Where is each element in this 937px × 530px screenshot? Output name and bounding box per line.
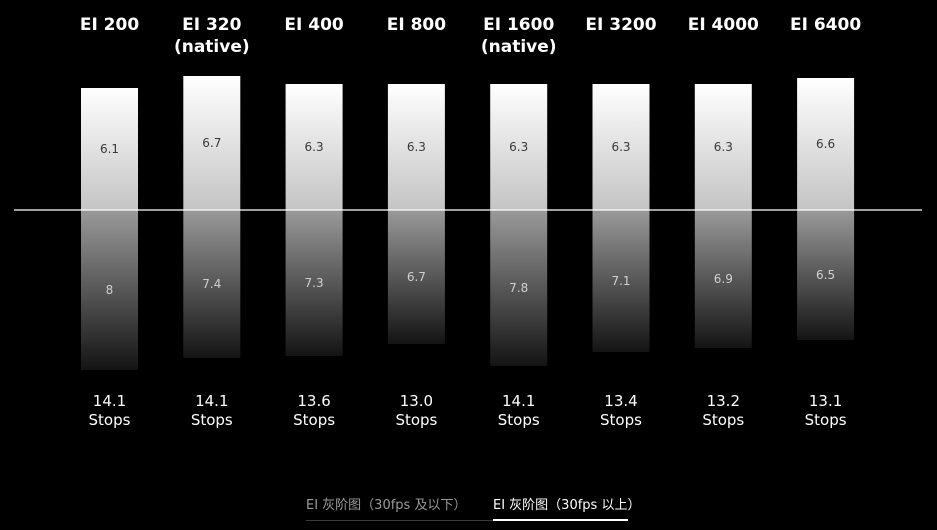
bar-above — [797, 78, 855, 210]
total-stops-unit: Stops — [702, 411, 744, 429]
total-stops-value: 14.1 — [502, 392, 535, 410]
data-label-below: 7.1 — [611, 274, 630, 288]
total-stops-value: 14.1 — [195, 392, 228, 410]
tab-ei-grayscale-30fps-and-below[interactable]: EI 灰阶图（30fps 及以下） — [306, 498, 467, 513]
total-stops-unit: Stops — [805, 411, 847, 429]
data-label-above: 6.1 — [100, 142, 119, 156]
active-tab-indicator — [493, 519, 628, 521]
data-label-above: 6.3 — [714, 140, 733, 154]
data-label-above: 6.3 — [611, 140, 630, 154]
bar-above — [592, 84, 650, 210]
bar-above — [285, 84, 343, 210]
total-stops-value: 13.0 — [400, 392, 433, 410]
bar-above — [183, 76, 241, 210]
total-stops-value: 13.4 — [604, 392, 637, 410]
bar-above — [694, 84, 752, 210]
bar-below — [592, 210, 650, 352]
category-label: EI 800 — [387, 15, 447, 35]
data-label-below: 8 — [106, 283, 114, 297]
total-stops-unit: Stops — [498, 411, 540, 429]
bar-below — [797, 210, 855, 340]
data-label-below: 6.9 — [714, 272, 733, 286]
category-label: (native) — [174, 37, 250, 57]
data-label-below: 7.3 — [305, 276, 324, 290]
bar-above — [490, 84, 548, 210]
bar-below — [490, 210, 548, 366]
category-label: EI 1600 — [483, 15, 554, 35]
data-label-above: 6.3 — [509, 140, 528, 154]
total-stops-value: 13.1 — [809, 392, 842, 410]
category-label: EI 6400 — [790, 15, 861, 35]
data-label-below: 6.7 — [407, 270, 426, 284]
tab-ei-grayscale-above-30fps[interactable]: EI 灰阶图（30fps 以上） — [493, 498, 641, 513]
bar-below — [387, 210, 445, 344]
total-stops-unit: Stops — [600, 411, 642, 429]
data-label-above: 6.7 — [202, 136, 221, 150]
bar-above — [387, 84, 445, 210]
gray-scale-tabs: EI 灰阶图（30fps 及以下） EI 灰阶图（30fps 以上） — [306, 490, 640, 526]
bar-below — [285, 210, 343, 356]
category-label: (native) — [481, 37, 557, 57]
total-stops-unit: Stops — [395, 411, 437, 429]
total-stops-unit: Stops — [89, 411, 131, 429]
data-label-below: 6.5 — [816, 268, 835, 282]
data-label-above: 6.6 — [816, 137, 835, 151]
bar-below — [694, 210, 752, 348]
total-stops-value: 14.1 — [93, 392, 126, 410]
total-stops-value: 13.2 — [707, 392, 740, 410]
total-stops-unit: Stops — [293, 411, 335, 429]
category-label: EI 400 — [284, 15, 344, 35]
category-label: EI 200 — [80, 15, 140, 35]
total-stops-value: 13.6 — [297, 392, 330, 410]
data-label-below: 7.4 — [202, 277, 221, 291]
tab-divider — [306, 520, 628, 521]
total-stops-unit: Stops — [191, 411, 233, 429]
data-label-above: 6.3 — [305, 140, 324, 154]
data-label-above: 6.3 — [407, 140, 426, 154]
category-label: EI 4000 — [688, 15, 759, 35]
bar-below — [81, 210, 138, 370]
data-label-below: 7.8 — [509, 281, 528, 295]
bar-above — [81, 88, 138, 210]
category-label: EI 320 — [182, 15, 242, 35]
bar-below — [183, 210, 241, 358]
category-label: EI 3200 — [585, 15, 656, 35]
